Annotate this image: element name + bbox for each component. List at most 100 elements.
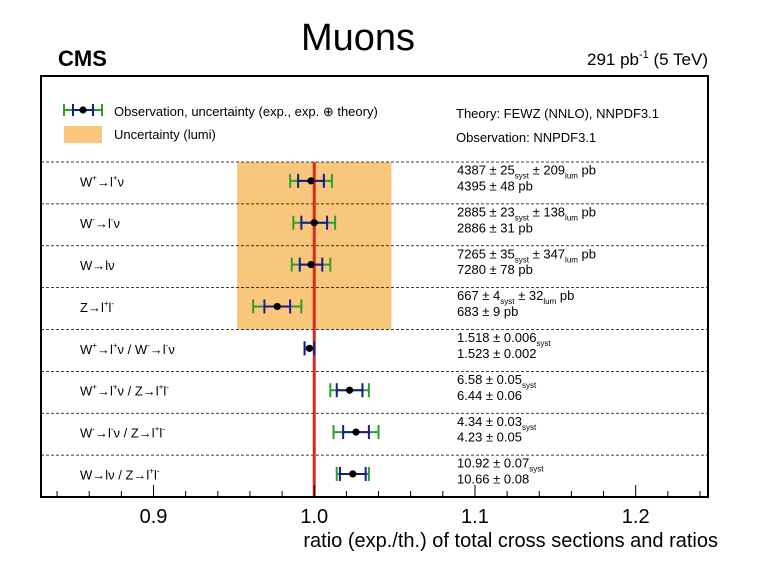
text-part: W→lν / Z→l bbox=[80, 467, 149, 482]
text-part: ± 209 bbox=[529, 163, 565, 178]
text-part: →l bbox=[97, 384, 113, 399]
legend-lumi-swatch bbox=[64, 126, 102, 143]
text-part: ν / Z→l bbox=[114, 426, 155, 441]
text-part: + bbox=[92, 383, 97, 392]
text-part: + bbox=[113, 173, 118, 182]
x-axis-title: ratio (exp./th.) of total cross sections… bbox=[303, 530, 718, 552]
text-part: + bbox=[113, 341, 118, 350]
lumi-exponent: -1 bbox=[639, 49, 649, 61]
legend-lumi-label: Uncertainty (lumi) bbox=[114, 127, 216, 142]
text-part: - bbox=[157, 466, 160, 475]
text-part: + bbox=[149, 466, 154, 475]
text-part: ν / Z→l bbox=[118, 384, 159, 399]
text-part: l bbox=[159, 426, 162, 441]
text-part: 2885 ± 23 bbox=[457, 204, 515, 219]
theory-value: 1.523 ± 0.002 bbox=[457, 346, 536, 361]
theory-value: 7280 ± 78 pb bbox=[457, 262, 533, 277]
text-part: pb bbox=[578, 204, 596, 219]
text-part: W bbox=[80, 174, 93, 189]
measurement-label: W+→l+ν / Z→l+l- bbox=[80, 383, 169, 399]
text-part: ν bbox=[114, 216, 121, 231]
text-part: + bbox=[113, 383, 118, 392]
text-part: W bbox=[80, 342, 93, 357]
measured-value: 6.58 ± 0.05syst bbox=[457, 372, 537, 390]
measured-value: 10.92 ± 0.07syst bbox=[457, 456, 544, 474]
text-part: 6.58 ± 0.05 bbox=[457, 372, 522, 387]
measurement-label: W-→l-ν bbox=[80, 215, 120, 231]
x-tick-label: 1.1 bbox=[461, 506, 489, 528]
lumi-prefix: 291 pb bbox=[587, 50, 639, 69]
text-part: W→lν bbox=[80, 258, 115, 273]
text-part: 1.518 ± 0.006 bbox=[457, 330, 536, 345]
theory-value: 4.23 ± 0.05 bbox=[457, 430, 522, 445]
experiment-label: CMS bbox=[58, 46, 107, 71]
text-part: syst bbox=[522, 423, 537, 432]
text-part: - bbox=[166, 341, 169, 350]
measurement-label: W+→l+ν bbox=[80, 173, 124, 189]
x-tick-label: 1.2 bbox=[622, 506, 650, 528]
text-part: syst bbox=[529, 465, 544, 474]
legend-observation-pdf-label: Observation: NNPDF3.1 bbox=[456, 130, 596, 145]
text-part: l bbox=[163, 384, 166, 399]
text-part: - bbox=[111, 215, 114, 224]
measurement-point bbox=[305, 344, 314, 352]
text-part: + bbox=[155, 425, 160, 434]
text-part: ± 32 bbox=[515, 288, 544, 303]
measurement-label: Z→l+l- bbox=[80, 299, 114, 315]
lumi-suffix: (5 TeV) bbox=[649, 50, 708, 69]
measurement-point bbox=[273, 302, 281, 311]
text-part: syst bbox=[515, 255, 530, 264]
text-part: 7265 ± 35 bbox=[457, 246, 515, 261]
text-part: ± 138 bbox=[529, 204, 565, 219]
chart-title: Muons bbox=[301, 17, 415, 59]
measurement-point bbox=[307, 177, 315, 185]
luminosity-label: 291 pb-1 (5 TeV) bbox=[587, 49, 708, 69]
text-part: pb bbox=[578, 246, 596, 261]
measurement-label: W+→l+ν / W-→l-ν bbox=[80, 341, 175, 357]
plot-frame bbox=[40, 75, 709, 498]
text-part: syst bbox=[536, 339, 551, 348]
measured-value: 4.34 ± 0.03syst bbox=[457, 414, 537, 432]
text-part: →l bbox=[97, 342, 113, 357]
measured-value: 2885 ± 23syst ± 138lum pb bbox=[457, 204, 596, 222]
text-part: 667 ± 4 bbox=[457, 288, 500, 303]
text-part: ± 347 bbox=[529, 246, 565, 261]
x-tick-label: 1.0 bbox=[300, 506, 328, 528]
measurement-point bbox=[307, 260, 315, 269]
text-part: + bbox=[159, 383, 164, 392]
text-part: ν / W bbox=[118, 342, 148, 357]
text-part: - bbox=[92, 425, 95, 434]
text-part: W bbox=[80, 216, 93, 231]
measurement-point bbox=[345, 386, 354, 394]
text-part: syst bbox=[515, 172, 530, 181]
measured-value: 667 ± 4syst ± 32lum pb bbox=[457, 288, 574, 306]
text-part: 4.34 ± 0.03 bbox=[457, 414, 522, 429]
legend-marker-point bbox=[79, 106, 87, 114]
theory-value: 2886 ± 31 pb bbox=[457, 220, 533, 235]
text-part: - bbox=[111, 425, 114, 434]
text-part: l bbox=[154, 467, 157, 482]
text-part: syst bbox=[522, 381, 537, 390]
text-part: ν bbox=[118, 174, 125, 189]
text-part: - bbox=[92, 215, 95, 224]
measurement-label: W→lν / Z→l+l- bbox=[80, 466, 160, 482]
text-part: - bbox=[147, 341, 150, 350]
measurement-point bbox=[310, 219, 318, 227]
measured-value: 4387 ± 25syst ± 209lum pb bbox=[457, 163, 596, 181]
legend-observation-label: Observation, uncertainty (exp., exp. ⊕ t… bbox=[114, 104, 378, 119]
measured-value: 7265 ± 35syst ± 347lum pb bbox=[457, 246, 596, 264]
theory-value: 6.44 ± 0.06 bbox=[457, 388, 522, 403]
measurement-point bbox=[352, 428, 360, 436]
text-part: W bbox=[80, 426, 93, 441]
measured-value: 1.518 ± 0.006syst bbox=[457, 330, 551, 348]
theory-value: 4395 ± 48 pb bbox=[457, 178, 533, 193]
measurement-label: W-→l-ν / Z→l+l- bbox=[80, 425, 165, 441]
text-part: + bbox=[104, 299, 109, 308]
text-part: lum bbox=[565, 213, 578, 222]
text-part: lum bbox=[565, 172, 578, 181]
text-part: →l bbox=[150, 342, 166, 357]
measurement-label: W→lν bbox=[80, 258, 115, 273]
text-part: ν bbox=[168, 342, 175, 357]
measurement-point bbox=[349, 470, 357, 478]
text-part: - bbox=[162, 425, 165, 434]
